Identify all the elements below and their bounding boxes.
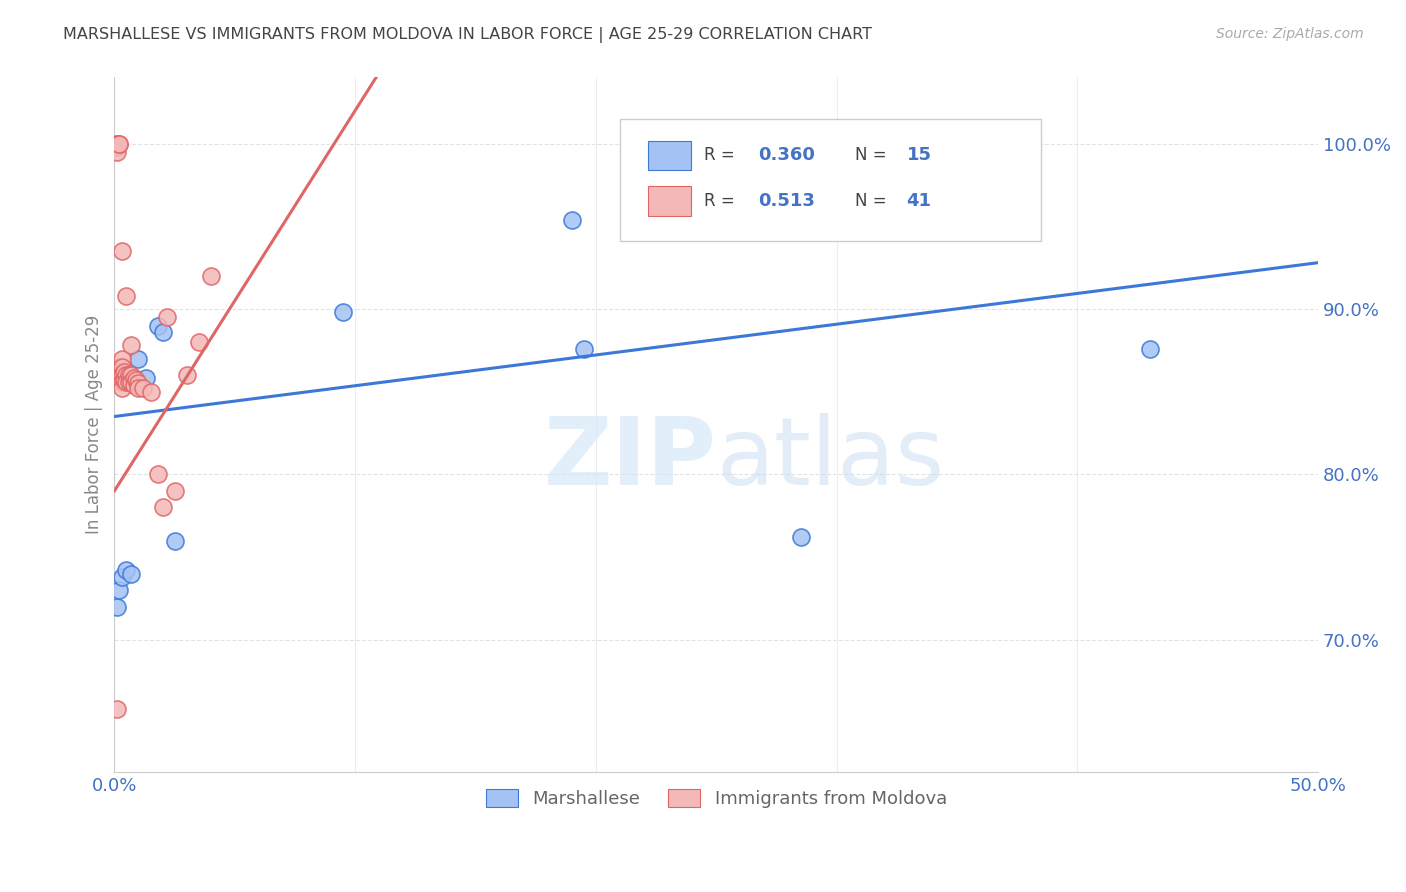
Point <box>111 375 134 389</box>
Point <box>146 467 169 482</box>
Text: 41: 41 <box>907 192 931 211</box>
Point <box>163 533 186 548</box>
Point <box>152 325 174 339</box>
Text: 0.360: 0.360 <box>758 146 815 164</box>
Point <box>572 342 595 356</box>
Text: 15: 15 <box>907 146 931 164</box>
Point <box>111 381 134 395</box>
Text: 0.513: 0.513 <box>758 192 815 211</box>
Point <box>111 368 134 383</box>
Text: ZIP: ZIP <box>543 414 716 506</box>
Point <box>187 334 209 349</box>
Point <box>105 145 128 159</box>
Point <box>146 318 169 333</box>
Point <box>118 375 141 389</box>
Point <box>105 365 128 379</box>
Point <box>127 376 149 391</box>
Text: N =: N = <box>855 192 891 211</box>
Point <box>108 368 131 383</box>
Point <box>105 136 128 151</box>
Point <box>125 373 148 387</box>
Point <box>176 368 198 383</box>
Point <box>163 483 186 498</box>
Point <box>105 599 128 614</box>
Point <box>108 359 131 374</box>
Legend: Marshallese, Immigrants from Moldova: Marshallese, Immigrants from Moldova <box>478 781 955 815</box>
Y-axis label: In Labor Force | Age 25-29: In Labor Force | Age 25-29 <box>86 315 103 534</box>
Point <box>115 368 138 383</box>
Text: R =: R = <box>704 192 740 211</box>
Point <box>120 338 142 352</box>
Point <box>122 378 145 392</box>
Point <box>127 381 149 395</box>
Point <box>111 244 134 259</box>
Point <box>152 500 174 515</box>
Text: R =: R = <box>704 146 740 164</box>
Point <box>561 212 583 227</box>
Point <box>132 381 155 395</box>
Point <box>120 368 142 383</box>
Point <box>105 140 128 154</box>
Point <box>108 136 131 151</box>
Point <box>127 351 149 366</box>
Text: Source: ZipAtlas.com: Source: ZipAtlas.com <box>1216 27 1364 41</box>
Text: MARSHALLESE VS IMMIGRANTS FROM MOLDOVA IN LABOR FORCE | AGE 25-29 CORRELATION CH: MARSHALLESE VS IMMIGRANTS FROM MOLDOVA I… <box>63 27 872 43</box>
Point <box>111 351 134 366</box>
Point <box>111 570 134 584</box>
Point <box>200 268 222 283</box>
FancyBboxPatch shape <box>620 120 1042 241</box>
Point <box>112 365 135 379</box>
Point <box>105 702 128 716</box>
Point <box>120 375 142 389</box>
Text: N =: N = <box>855 146 891 164</box>
FancyBboxPatch shape <box>648 141 690 169</box>
Point <box>120 566 142 581</box>
Point <box>115 375 138 389</box>
Point <box>112 373 135 387</box>
Point <box>139 384 162 399</box>
Point <box>118 368 141 383</box>
Point <box>108 583 131 598</box>
Point <box>111 359 134 374</box>
Point <box>122 371 145 385</box>
Point <box>1139 342 1161 356</box>
Text: atlas: atlas <box>716 414 945 506</box>
Point <box>156 310 179 325</box>
Point <box>105 373 128 387</box>
Point <box>135 371 157 385</box>
FancyBboxPatch shape <box>648 186 690 216</box>
Point <box>105 136 128 151</box>
Point <box>115 563 138 577</box>
Point <box>789 530 811 544</box>
Point <box>332 305 354 319</box>
Point <box>115 289 138 303</box>
Point <box>108 136 131 151</box>
